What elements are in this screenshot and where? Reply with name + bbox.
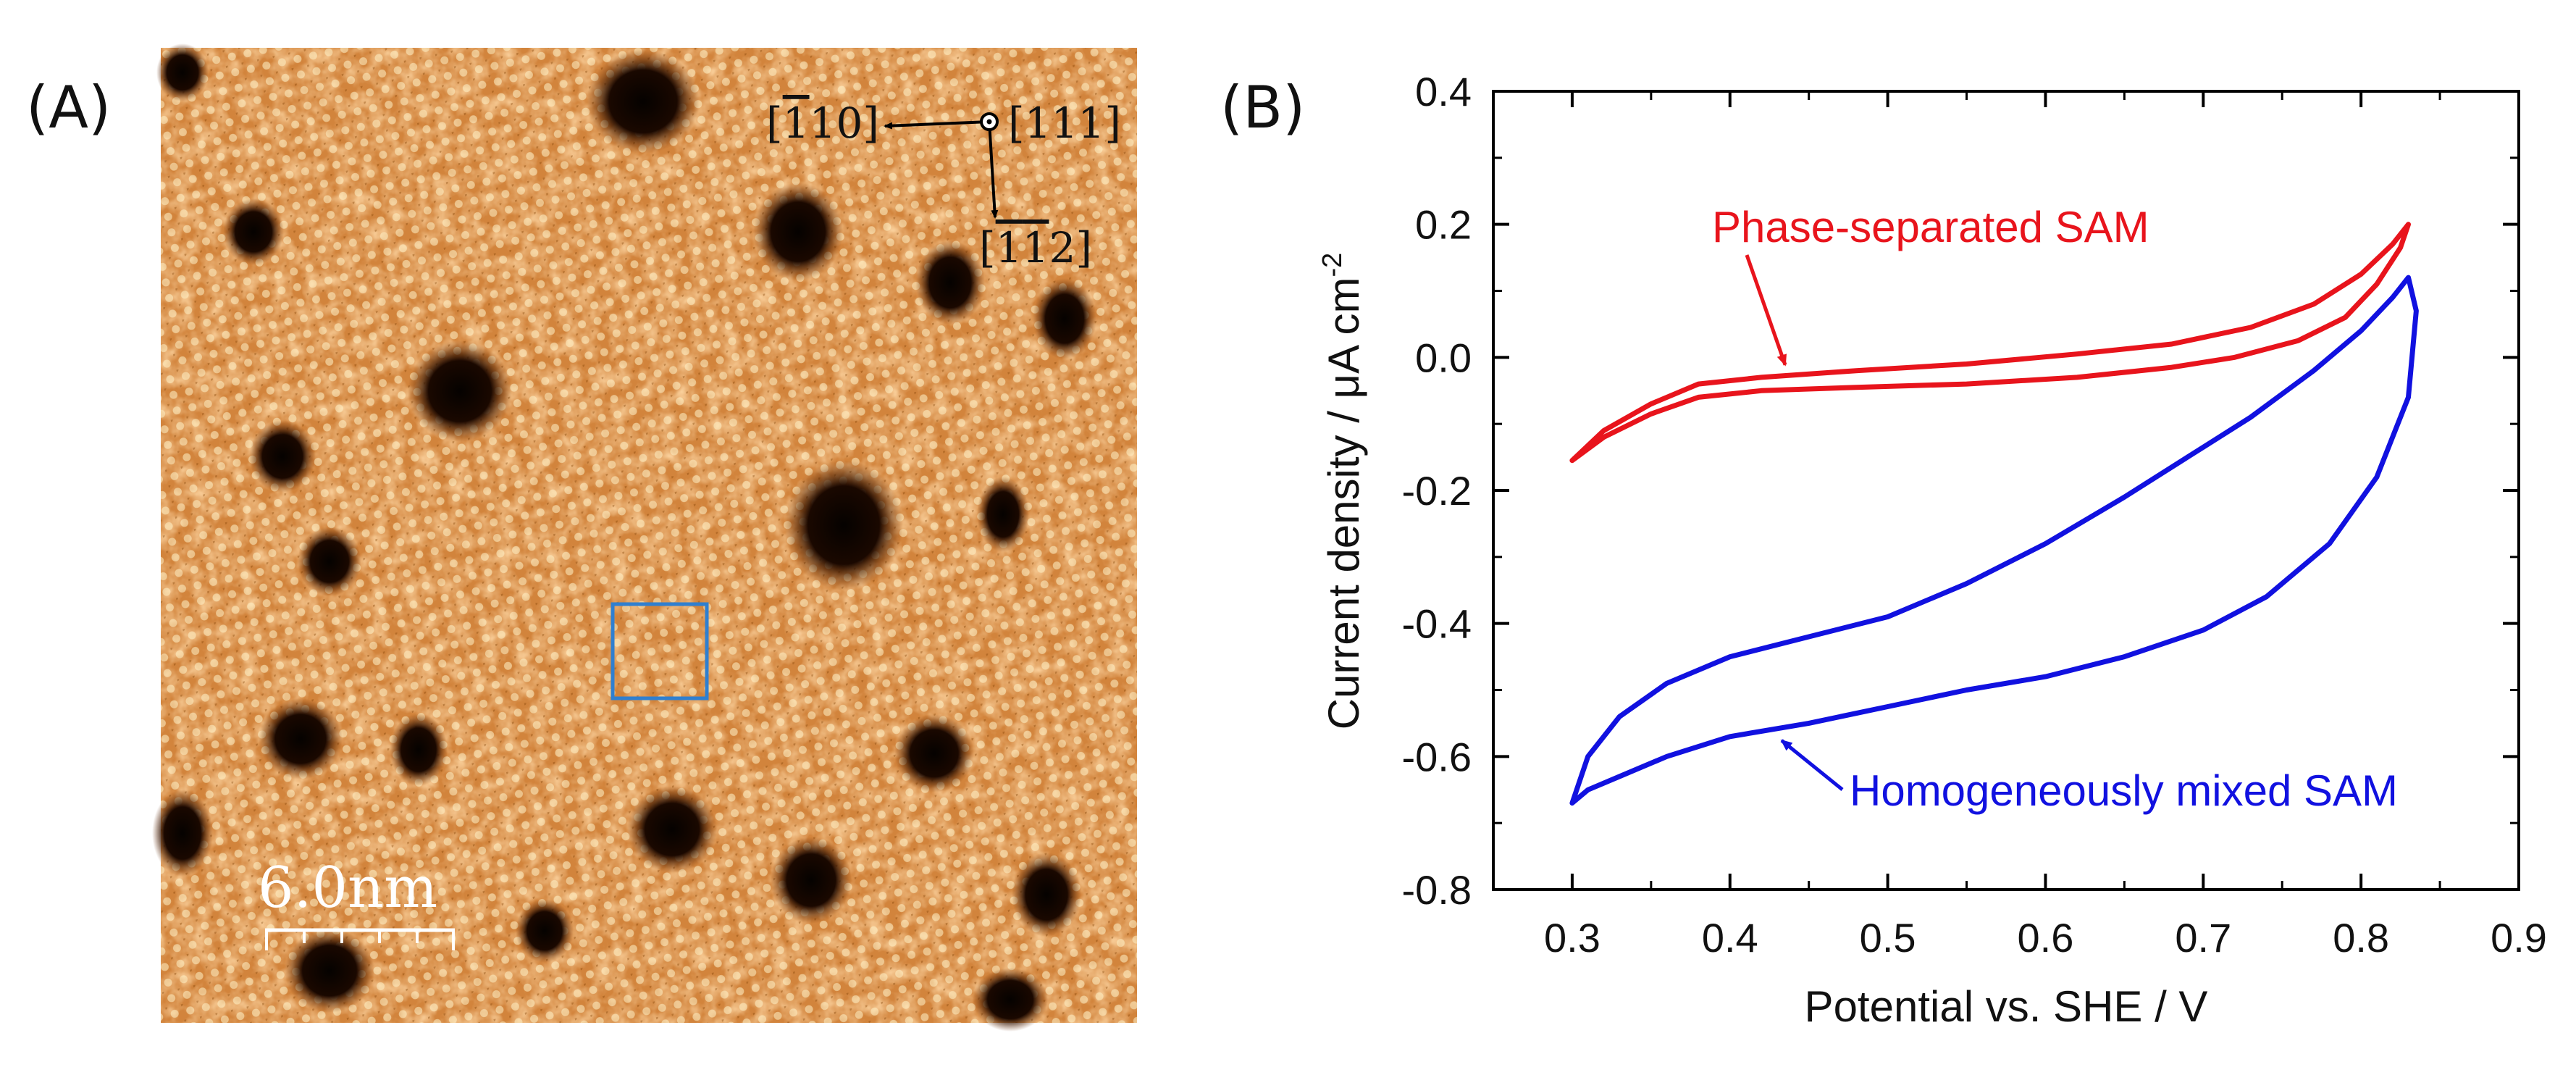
annotation-arrow-phase-separated xyxy=(1745,254,1787,367)
panel-a-label: (A) xyxy=(26,74,111,141)
x-tick-label: 0.8 xyxy=(2333,915,2389,961)
x-tick-label: 0.6 xyxy=(2018,915,2074,961)
x-tick-label: 0.7 xyxy=(2175,915,2231,961)
series-layer xyxy=(1569,222,2419,806)
direction-label-111: [111] xyxy=(1008,99,1121,148)
y-tick-label: -0.6 xyxy=(1402,734,1472,779)
y-axis-title: Current density / μA cm-2 xyxy=(1317,253,1368,730)
x-tick-label: 0.3 xyxy=(1544,915,1600,961)
annotation-homogeneously-mixed: Homogeneously mixed SAM xyxy=(1850,766,2398,815)
x-tick-label: 0.5 xyxy=(1860,915,1916,961)
panel-b-label: (B) xyxy=(1220,74,1305,141)
stm-pits xyxy=(152,43,1096,1032)
series-line-homogeneously-mixed xyxy=(1569,275,2419,806)
x-tick-label: 0.4 xyxy=(1702,915,1758,961)
scale-bar-label: 6.0nm xyxy=(258,856,437,921)
x-axis-title: Potential vs. SHE / V xyxy=(1805,982,2208,1031)
x-tick-label: 0.9 xyxy=(2491,915,2547,961)
y-tick-label: 0.2 xyxy=(1415,202,1472,248)
direction-indicator: [110] [111] [112] xyxy=(766,99,1121,272)
y-ticks: 0.4 0.2 0.0 -0.2 -0.4 -0.6 -0.8 xyxy=(1402,69,2519,913)
stm-image xyxy=(152,43,1137,1032)
y-tick-label: 0.0 xyxy=(1415,335,1472,380)
scale-bar: 6.0nm xyxy=(258,856,455,950)
annotation-phase-separated: Phase-separated SAM xyxy=(1712,203,2149,251)
y-tick-label: -0.8 xyxy=(1402,867,1472,913)
x-ticks: 0.3 0.4 0.5 0.6 0.7 0.8 0.9 xyxy=(1492,91,2547,961)
direction-label-112: [112] xyxy=(979,223,1092,272)
annotation-layer: Phase-separated SAM Homogeneously mixed S… xyxy=(1712,203,2398,815)
direction-label-110: [110] xyxy=(766,99,879,148)
y-tick-label: 0.4 xyxy=(1415,69,1472,114)
y-tick-label: -0.2 xyxy=(1402,468,1472,514)
highlight-box xyxy=(611,602,709,700)
overbar-digit: 1 xyxy=(783,99,810,148)
series-line-phase-separated xyxy=(1569,222,2411,464)
y-tick-label: -0.4 xyxy=(1402,601,1472,647)
annotation-arrow-homogeneously-mixed xyxy=(1780,739,1844,791)
y-axis-title-superscript: -2 xyxy=(1317,253,1348,277)
cv-chart: 0.3 0.4 0.5 0.6 0.7 0.8 0.9 0.4 0.2 0.0 -0.2 -0.4 -… xyxy=(1317,69,2547,1031)
